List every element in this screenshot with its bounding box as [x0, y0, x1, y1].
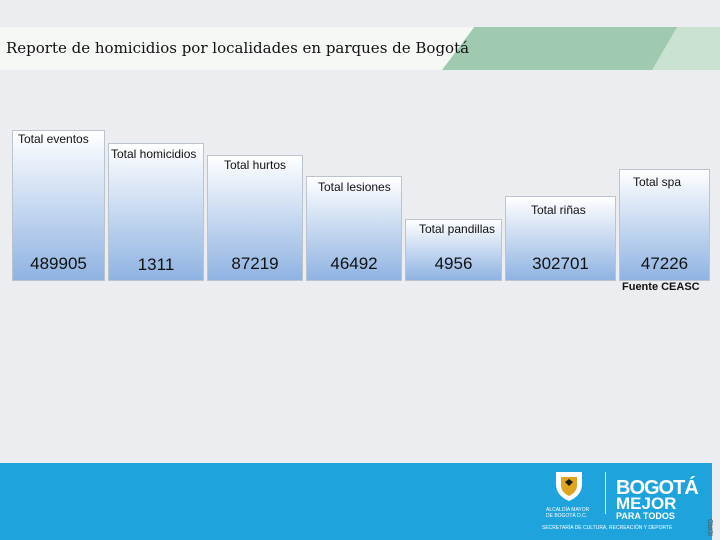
para-todos-text: PARA TODOS [616, 511, 675, 521]
column-total-spa [619, 169, 710, 281]
column-total-homicidios [108, 143, 204, 281]
bogota-logo-text: BOGOTÁ [616, 477, 699, 499]
column-value: 87219 [231, 254, 279, 273]
secretaria-text: SECRETARÍA DE CULTURA, RECREACIÓN Y DEPO… [542, 525, 673, 531]
alcaldia-label-2: DE BOGOTÁ D.C. [546, 513, 588, 519]
source-note: Fuente CEASC [622, 281, 700, 293]
footer-logos: ALCALDÍA MAYOR DE BOGOTÁ D.C. BOGOTÁ MEJ… [540, 470, 712, 534]
column-label: Total homicidios [111, 147, 197, 161]
side-vertical-text: IDRD [708, 518, 715, 536]
column-value: 46492 [330, 254, 378, 273]
alcaldia-label-1: ALCALDÍA MAYOR [546, 507, 590, 513]
column-label: Total pandillas [419, 222, 496, 236]
column-value: 489905 [30, 254, 87, 273]
column-value: 4956 [434, 254, 473, 273]
column-total-lesiones [306, 176, 402, 281]
page-title: Reporte de homicidios por localidades en… [6, 39, 470, 57]
column-label: Total spa [633, 175, 682, 189]
column-label: Total lesiones [318, 180, 391, 194]
mejor-logo-text: MEJOR [616, 494, 677, 513]
column-label: Total riñas [531, 203, 586, 217]
city-seal-icon [556, 472, 606, 514]
column-total-hurtos [207, 155, 303, 281]
column-label: Total eventos [18, 132, 89, 146]
column-label: Total hurtos [224, 158, 287, 172]
column-total-eventos [12, 130, 105, 281]
column-total-rinas [505, 196, 616, 281]
column-value: 302701 [532, 254, 589, 273]
column-value: 47226 [640, 254, 689, 273]
column-value: 1311 [137, 255, 175, 274]
header-accent-shape [442, 27, 720, 70]
footer-band [0, 463, 712, 540]
column-total-pandillas [405, 219, 502, 281]
